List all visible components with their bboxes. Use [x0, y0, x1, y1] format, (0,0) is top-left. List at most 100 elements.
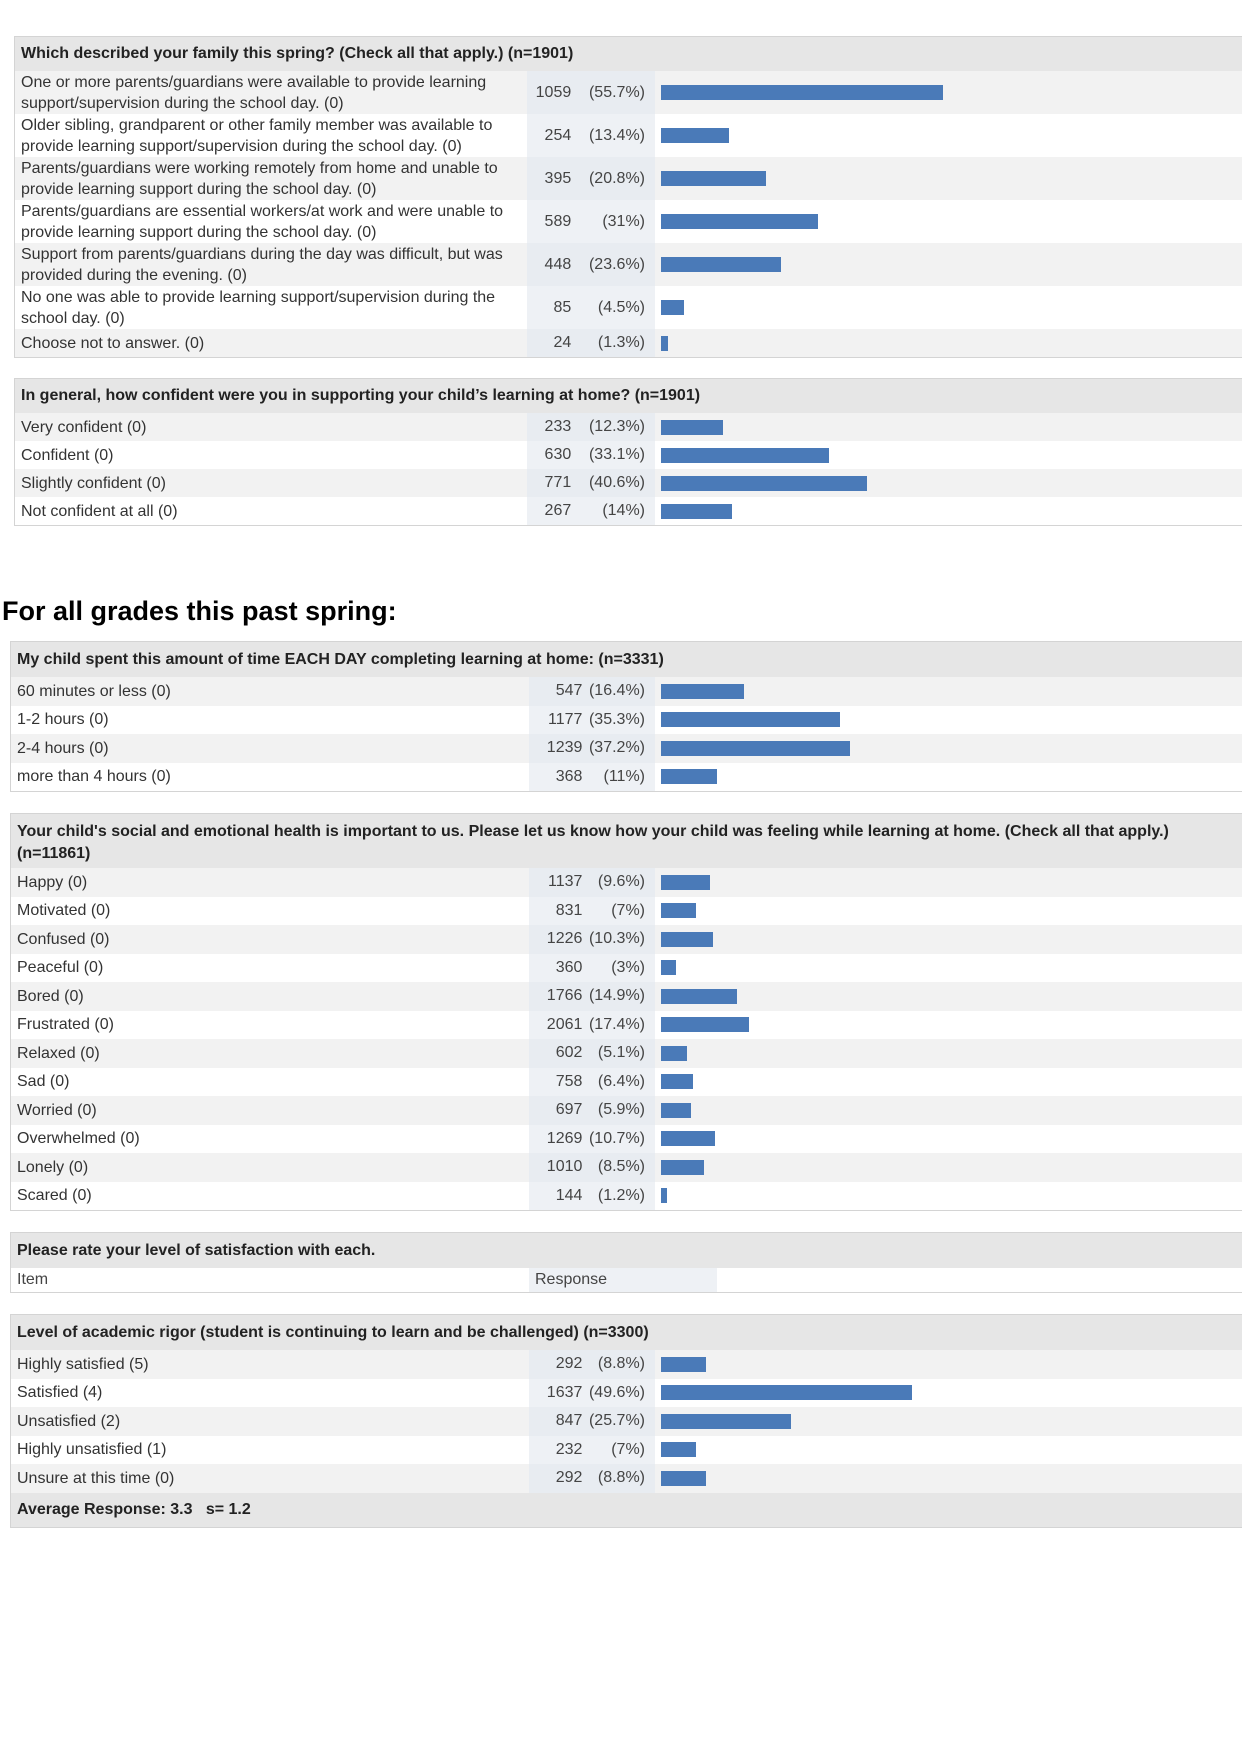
- row-percent: (7%): [611, 901, 645, 919]
- row-stats: 1137 (9.6%): [529, 868, 655, 897]
- table-row: 1-2 hours (0) 1177 (35.3%): [11, 705, 1242, 734]
- row-percent: (35.3%): [588, 710, 645, 728]
- row-stats: 602 (5.1%): [529, 1039, 655, 1068]
- row-count: 395: [544, 169, 572, 187]
- row-bar-cell: [655, 1039, 1242, 1068]
- row-label: Relaxed (0): [17, 1044, 100, 1062]
- row-stats: 1177 (35.3%): [529, 705, 655, 734]
- row-label: Scared (0): [17, 1187, 92, 1205]
- column-item: Item: [17, 1271, 49, 1288]
- row-label: Peaceful (0): [17, 959, 104, 977]
- table-row: No one was able to provide learning supp…: [15, 286, 1242, 329]
- row-stats: 1226 (10.3%): [529, 925, 655, 954]
- table-row: Choose not to answer. (0) 24 (1.3%): [15, 329, 1242, 357]
- row-count: 267: [544, 502, 572, 519]
- table-body: Very confident (0) 233 (12.3%) Confident (0…: [15, 413, 1242, 525]
- row-count: 1239: [546, 739, 583, 757]
- row-percent: (16.4%): [588, 682, 645, 700]
- row-bar-cell: [655, 982, 1242, 1011]
- percent-bar: [661, 503, 732, 519]
- row-label: Very confident (0): [21, 418, 147, 436]
- row-bar-cell: [655, 734, 1242, 763]
- percent-bar: [661, 214, 819, 229]
- row-stats: 2061 (17.4%): [529, 1010, 655, 1039]
- row-percent: (8.5%): [597, 1158, 645, 1176]
- percent-bar: [661, 1159, 705, 1175]
- row-percent: (9.6%): [597, 873, 645, 891]
- row-stats: 589 (31%): [527, 200, 655, 243]
- table-row: Sad (0) 758 (6.4%): [11, 1067, 1242, 1096]
- table-row: Highly unsatisfied (1) 232 (7%): [11, 1435, 1242, 1465]
- row-count: 292: [555, 1469, 583, 1487]
- percent-bar: [661, 171, 767, 186]
- table-row: Lonely (0) 1010 (8.5%): [11, 1153, 1242, 1182]
- row-count: 292: [555, 1355, 583, 1373]
- row-stats: 1637 (49.6%): [529, 1378, 655, 1407]
- table-row: Confident (0) 630 (33.1%): [15, 441, 1242, 469]
- row-label: Overwhelmed (0): [17, 1130, 140, 1148]
- table-row: Relaxed (0) 602 (5.1%): [11, 1039, 1242, 1068]
- row-count: 232: [555, 1440, 583, 1458]
- row-bar-cell: [655, 1407, 1242, 1436]
- row-stats: 85 (4.5%): [527, 286, 655, 329]
- row-count: 254: [544, 126, 572, 144]
- row-count: 547: [555, 682, 583, 700]
- percent-bar: [661, 1442, 697, 1458]
- table-body: Highly satisfied (5) 292 (8.8%) Satisfied (…: [11, 1350, 1242, 1493]
- row-percent: (10.3%): [588, 930, 645, 948]
- table-family: Which described your family this spring?…: [14, 36, 1242, 358]
- percent-bar: [661, 712, 840, 728]
- percent-bar: [661, 960, 677, 976]
- row-bar-cell: [655, 1436, 1242, 1465]
- table-row: Unsatisfied (2) 847 (25.7%): [11, 1407, 1242, 1436]
- row-label: 2-4 hours (0): [17, 739, 109, 757]
- table-header: Your child's social and emotional health…: [11, 814, 1242, 868]
- row-count: 697: [555, 1101, 583, 1119]
- row-stats: 771 (40.6%): [527, 469, 655, 497]
- row-bar-cell: [655, 441, 1242, 469]
- row-bar-cell: [655, 897, 1242, 926]
- average-response: Average Response: 3.3 s= 1.2: [11, 1492, 1242, 1527]
- row-stats: 1010 (8.5%): [529, 1153, 655, 1182]
- row-stats: 233 (12.3%): [527, 413, 655, 441]
- row-count: 630: [544, 446, 572, 463]
- row-stats: 292 (8.8%): [529, 1464, 655, 1493]
- table-row: Unsure at this time (0) 292 (8.8%): [11, 1464, 1242, 1493]
- row-label: Not confident at all (0): [21, 502, 178, 520]
- row-count: 144: [555, 1186, 583, 1204]
- row-count: 1226: [546, 930, 583, 948]
- row-bar-cell: [655, 925, 1242, 954]
- table-row: Confused (0) 1226 (10.3%): [11, 925, 1242, 954]
- row-label: Satisfied (4): [17, 1384, 103, 1402]
- row-count: 1637: [546, 1383, 583, 1401]
- percent-bar: [661, 1017, 750, 1033]
- row-percent: (37.2%): [588, 739, 645, 757]
- row-bar-cell: [655, 71, 1242, 114]
- row-stats: 630 (33.1%): [527, 441, 655, 469]
- row-count: 602: [555, 1044, 583, 1062]
- row-label: Worried (0): [17, 1101, 97, 1119]
- row-label: Choose not to answer. (0): [21, 334, 205, 352]
- row-percent: (49.6%): [588, 1383, 645, 1401]
- row-count: 1137: [547, 873, 583, 891]
- row-bar-cell: [655, 1182, 1242, 1211]
- table-row: Support from parents/guardians during th…: [15, 243, 1242, 286]
- percent-bar: [661, 257, 781, 272]
- row-label: Bored (0): [17, 987, 84, 1005]
- row-bar-cell: [655, 497, 1242, 525]
- table-body: One or more parents/guardians were avail…: [15, 71, 1242, 357]
- row-label: Happy (0): [17, 873, 88, 891]
- row-percent: (8.8%): [597, 1355, 645, 1373]
- table-row: One or more parents/guardians were avail…: [15, 71, 1242, 114]
- row-bar-cell: [655, 114, 1242, 157]
- percent-bar: [661, 988, 737, 1004]
- row-stats: 1239 (37.2%): [529, 734, 655, 763]
- table-time: My child spent this amount of time EACH …: [10, 641, 1242, 792]
- table-satisfaction: Please rate your level of satisfaction w…: [10, 1232, 1242, 1293]
- row-count: 771: [544, 474, 572, 491]
- row-stats: 847 (25.7%): [529, 1407, 655, 1436]
- row-count: 1010: [546, 1158, 583, 1176]
- row-stats: 758 (6.4%): [529, 1067, 655, 1096]
- row-percent: (6.4%): [597, 1072, 645, 1090]
- row-bar-cell: [655, 1464, 1242, 1493]
